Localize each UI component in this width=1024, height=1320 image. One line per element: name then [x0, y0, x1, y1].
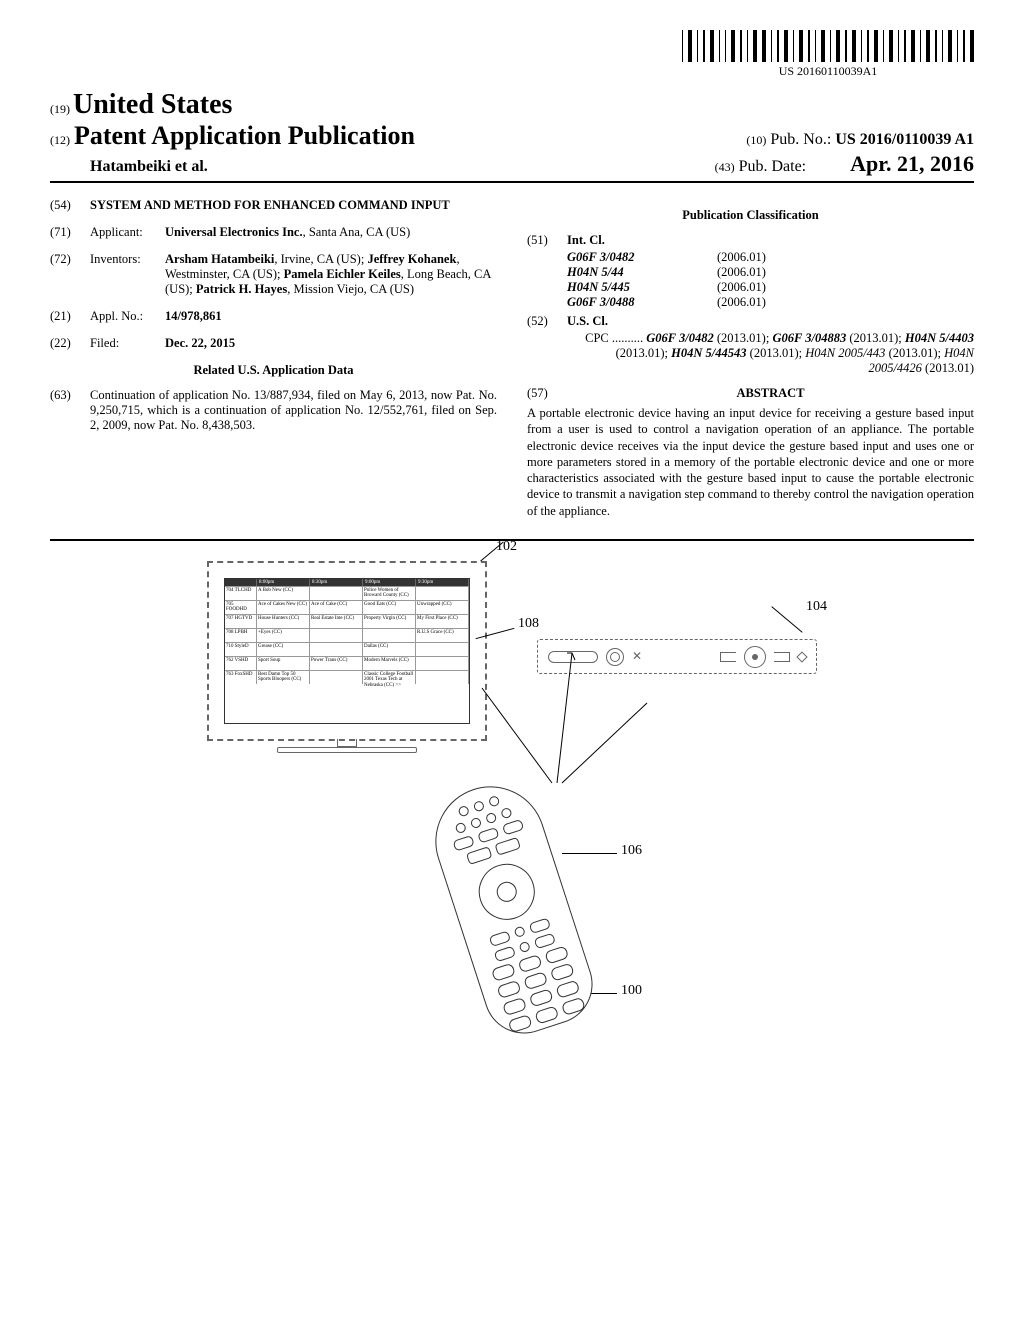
- pub-date-value: Apr. 21, 2016: [850, 151, 974, 176]
- invention-title: SYSTEM AND METHOD FOR ENHANCED COMMAND I…: [90, 198, 497, 213]
- int-class-row: G06F 3/0488(2006.01): [567, 295, 974, 310]
- inventors-list: Arsham Hatambeiki, Irvine, CA (US); Jeff…: [165, 252, 497, 297]
- filed-label: Filed:: [90, 336, 165, 351]
- abstract-code: (57): [527, 386, 567, 401]
- appl-number: 14/978,861: [165, 309, 497, 324]
- continuation-code: (63): [50, 388, 90, 433]
- guide-row: 708 LPBH+Eyes (CC)R.U.S Grace (CC): [225, 628, 469, 642]
- int-cl-label: Int. Cl.: [567, 233, 605, 248]
- continuation-text: Continuation of application No. 13/887,9…: [90, 388, 497, 433]
- filed-code: (22): [50, 336, 90, 351]
- abstract-text: A portable electronic device having an i…: [527, 405, 974, 519]
- pub-num-label: Pub. No.:: [770, 131, 831, 148]
- barcode-label: US 20160110039A1: [779, 64, 878, 79]
- barcode: US 20160110039A1: [682, 30, 974, 79]
- ref-100: 100: [621, 983, 642, 999]
- ref-102: 102: [496, 539, 517, 555]
- appl-code: (21): [50, 309, 90, 324]
- guide-row: 763 FoxSHDBest Damn Top 50 Sports Bloope…: [225, 670, 469, 684]
- applicant-label: Applicant:: [90, 225, 165, 240]
- publication-type: Patent Application Publication: [74, 121, 415, 150]
- guide-row: 762 VSHDSport SoupPower Trans (CC)Modern…: [225, 656, 469, 670]
- pub-num-value: US 2016/0110039 A1: [835, 131, 974, 148]
- country-code: (19): [50, 102, 70, 116]
- guide-row: 710 StyleDGrease (CC)Dallas (CC): [225, 642, 469, 656]
- int-class-row: H04N 5/445(2006.01): [567, 280, 974, 295]
- applicant-location: , Santa Ana, CA (US): [303, 225, 411, 239]
- pub-date-label: Pub. Date:: [739, 158, 807, 175]
- related-data-title: Related U.S. Application Data: [50, 363, 497, 378]
- guide-row: 707 HGTVDHouse Hunters (CC)Real Estate I…: [225, 614, 469, 628]
- tv-device: 102 108 8:00pm8:30pm9:00pm9:30pm 704 TLC…: [207, 561, 487, 753]
- pub-num-code: (10): [746, 133, 766, 147]
- title-code: (54): [50, 198, 90, 213]
- us-cl-label: U.S. Cl.: [567, 314, 608, 329]
- us-cl-code: (52): [527, 314, 567, 329]
- int-cl-code: (51): [527, 233, 567, 248]
- applicant-name: Universal Electronics Inc.: [165, 225, 303, 239]
- authors: Hatambeiki et al.: [90, 158, 208, 176]
- patent-figure: 102 108 8:00pm8:30pm9:00pm9:30pm 704 TLC…: [50, 561, 974, 1033]
- filed-date: Dec. 22, 2015: [165, 336, 497, 351]
- country-name: United States: [73, 89, 232, 120]
- guide-row: 705 FOODHDAce of Cakes New (CC)Ace of Ca…: [225, 600, 469, 614]
- inventors-code: (72): [50, 252, 90, 297]
- ref-104: 104: [806, 599, 827, 615]
- remote-control-figure: 106 100: [457, 783, 567, 1033]
- classification-title: Publication Classification: [527, 208, 974, 223]
- signal-icon: [467, 648, 667, 788]
- applicant-code: (71): [50, 225, 90, 240]
- ref-108: 108: [518, 616, 539, 632]
- cpc-classification: CPC .......... G06F 3/0482 (2013.01); G0…: [582, 331, 974, 376]
- int-class-row: G06F 3/0482(2006.01): [567, 250, 974, 265]
- int-class-row: H04N 5/44(2006.01): [567, 265, 974, 280]
- abstract-label: ABSTRACT: [567, 386, 974, 401]
- guide-row: 704 TLCHDA Bob New (CC)Police Women of B…: [225, 586, 469, 600]
- appl-label: Appl. No.:: [90, 309, 165, 324]
- inventors-label: Inventors:: [90, 252, 165, 297]
- pub-date-code: (43): [715, 160, 735, 174]
- pub-type-code: (12): [50, 133, 70, 147]
- ref-106: 106: [621, 843, 642, 859]
